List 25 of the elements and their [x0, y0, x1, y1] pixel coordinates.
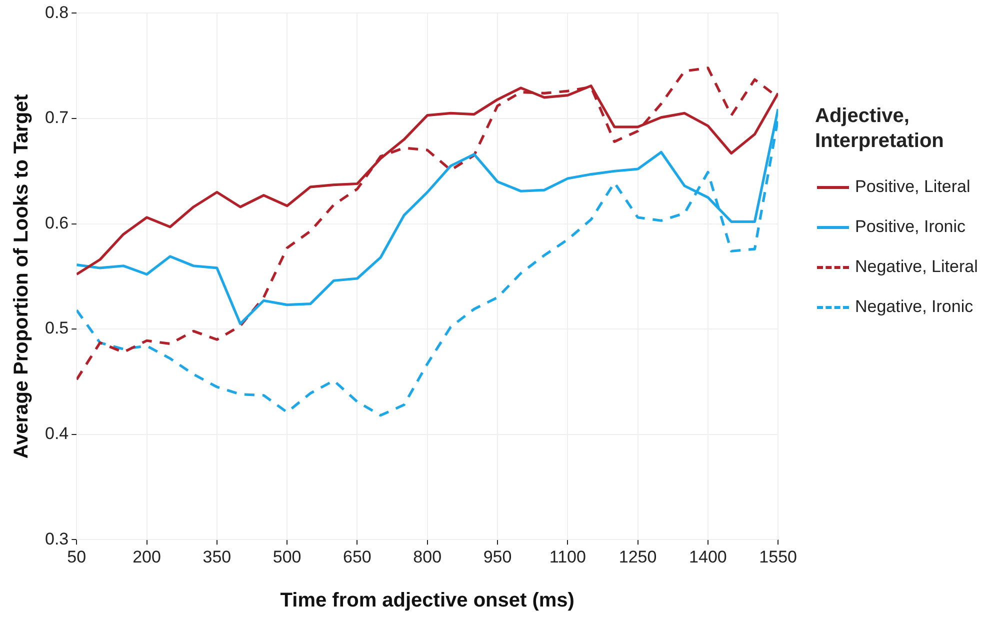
y-tick-label: 0.8 [44, 2, 69, 22]
y-tick-label: 0.4 [44, 424, 69, 444]
line-series [76, 66, 778, 381]
x-tick-label: 950 [483, 547, 512, 566]
x-tick-label: 200 [132, 547, 161, 566]
x-tick-label: 1250 [618, 547, 657, 566]
x-tick-label: 1400 [689, 547, 727, 566]
y-tick-label: 0.5 [44, 318, 69, 338]
x-axis-title: Time from adjective onset (ms) [280, 590, 574, 612]
x-tick-label: 800 [413, 547, 442, 566]
legend-label: Positive, Literal [855, 176, 970, 198]
legend-label: Negative, Literal [855, 256, 978, 278]
y-tick-label: 0.7 [44, 108, 69, 128]
y-tick-label: 0.3 [44, 529, 69, 548]
x-tick-label: 650 [343, 547, 372, 566]
legend-title: Adjective, Interpretation [815, 104, 945, 154]
x-tick-label: 1550 [759, 547, 798, 566]
y-tick-label: 0.6 [44, 213, 69, 232]
legend-label: Positive, Ironic [855, 216, 966, 238]
x-tick-label: 1100 [549, 547, 586, 566]
x-tick-label: 500 [272, 547, 302, 566]
x-tick-label: 50 [67, 547, 86, 566]
y-axis-title: Average Proportion of Looks to Target [10, 94, 33, 459]
legend-label: Negative, Ironic [855, 296, 974, 318]
x-tick-label: 350 [202, 547, 232, 566]
